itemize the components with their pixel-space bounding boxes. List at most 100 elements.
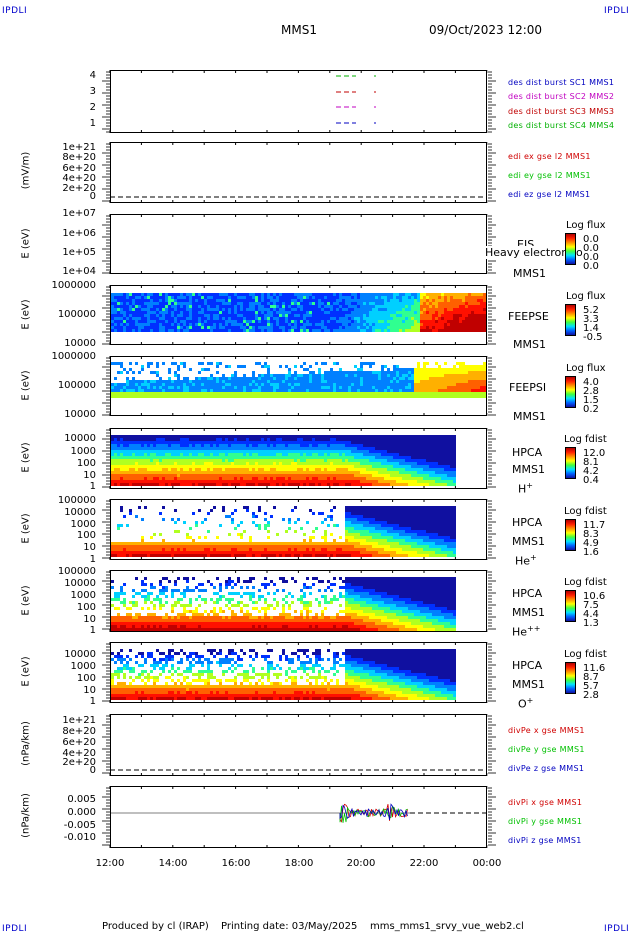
feepsi-cell xyxy=(393,380,396,383)
hpca-h-cell xyxy=(156,447,159,450)
feepse-cell xyxy=(171,323,174,326)
hpca-h-cell xyxy=(114,441,117,444)
hpca-h-cell xyxy=(282,444,285,447)
feepsi-cell xyxy=(153,392,156,395)
hpca-h-cell xyxy=(210,444,213,447)
feepse-cell xyxy=(126,293,129,296)
feepse-cell xyxy=(168,323,171,326)
datetime-title: 09/Oct/2023 12:00 xyxy=(429,23,543,37)
hpca-h-cell xyxy=(228,471,231,474)
feepse-cell xyxy=(327,323,330,326)
feepsi-cell xyxy=(267,380,270,383)
feepsi-cell xyxy=(213,383,216,386)
feepse-cell xyxy=(117,317,120,320)
hpca-h-cell xyxy=(309,450,312,453)
feepsi-cell xyxy=(171,383,174,386)
feepse-cell xyxy=(411,305,414,308)
feepse-cell xyxy=(231,314,234,317)
feepse-cell xyxy=(165,320,168,323)
hpca-h-cell xyxy=(219,465,222,468)
hpca-h-cell xyxy=(129,483,132,486)
feepse-cell xyxy=(189,326,192,329)
feepsi-cell xyxy=(156,380,159,383)
feepse-cell xyxy=(435,329,438,332)
hpca-h-cell xyxy=(195,447,198,450)
hpca-h-cell xyxy=(267,447,270,450)
hpca-h-cell xyxy=(348,474,351,477)
feepse-cell xyxy=(417,302,420,305)
feepse-cell xyxy=(399,299,402,302)
feepsi-cell xyxy=(297,374,300,377)
hpca-h-cell xyxy=(234,447,237,450)
feepsi-cell xyxy=(255,377,258,380)
feepsi-cell xyxy=(195,395,198,398)
hpca-h-cell xyxy=(279,438,282,441)
feepsi-cell xyxy=(468,371,471,374)
hpca-h-cell xyxy=(174,453,177,456)
feepse-cell xyxy=(438,296,441,299)
hpca-h-cell xyxy=(111,459,114,462)
feepsi-cell xyxy=(345,374,348,377)
feepse-cell xyxy=(231,299,234,302)
feepsi-cell xyxy=(357,389,360,392)
feepsi-cell xyxy=(372,374,375,377)
feepsi-cell xyxy=(366,395,369,398)
feepse-cell xyxy=(252,317,255,320)
feepse-cell xyxy=(243,302,246,305)
hpca-h-cell xyxy=(153,465,156,468)
feepse-cell xyxy=(438,305,441,308)
hpca-h-cell xyxy=(339,462,342,465)
hpca-h-cell xyxy=(183,453,186,456)
feepse-cell xyxy=(282,302,285,305)
feepsi-cell xyxy=(225,365,228,368)
feepse-cell xyxy=(219,293,222,296)
feepse-cell xyxy=(342,323,345,326)
hpca-h-cell xyxy=(192,477,195,480)
feepsi-cell xyxy=(483,362,486,365)
hpca-h-cell xyxy=(297,456,300,459)
hpca-h-cell xyxy=(291,480,294,483)
feepse-cell xyxy=(252,326,255,329)
feepse-cell xyxy=(429,314,432,317)
hpca-h-cell xyxy=(360,483,363,486)
feepse-cell xyxy=(231,317,234,320)
feepse-cell xyxy=(471,314,474,317)
hpca-h-cell xyxy=(120,477,123,480)
hpca-h-cell xyxy=(234,438,237,441)
feepse-cell xyxy=(177,305,180,308)
feepsi-cell xyxy=(288,395,291,398)
feepsi-cell xyxy=(153,383,156,386)
hpca-h-cell xyxy=(150,453,153,456)
feepsi-cell xyxy=(303,380,306,383)
feepse-cell xyxy=(210,311,213,314)
feepsi-cell xyxy=(186,389,189,392)
feepse-cell xyxy=(444,293,447,296)
hpca-h-cell xyxy=(243,444,246,447)
feepsi-cell xyxy=(222,389,225,392)
feepse-cell xyxy=(162,323,165,326)
feepse-cell xyxy=(417,326,420,329)
hpca-h-cell xyxy=(321,441,324,444)
feepsi-cell xyxy=(414,389,417,392)
hpca-h-cell xyxy=(126,435,129,438)
feepsi-cell xyxy=(207,389,210,392)
hpca-h-cell xyxy=(279,441,282,444)
feepse-cell xyxy=(252,329,255,332)
feepsi-cell xyxy=(435,377,438,380)
hpca-h-cell xyxy=(129,462,132,465)
feepse-cell xyxy=(462,323,465,326)
feepse-cell xyxy=(261,317,264,320)
feepse-cell xyxy=(258,293,261,296)
feepsi-cell xyxy=(462,395,465,398)
feepsi-cell xyxy=(264,362,267,365)
feepse-cell xyxy=(159,311,162,314)
feepse-cell xyxy=(366,323,369,326)
hpca-h-cell xyxy=(207,471,210,474)
hpca-h-cell xyxy=(213,459,216,462)
feepsi-cell xyxy=(246,377,249,380)
hpca-h-cell xyxy=(222,462,225,465)
hpca-h-cell xyxy=(165,447,168,450)
feepse-cell xyxy=(309,317,312,320)
feepsi-cell xyxy=(114,377,117,380)
feepsi-cell xyxy=(225,386,228,389)
